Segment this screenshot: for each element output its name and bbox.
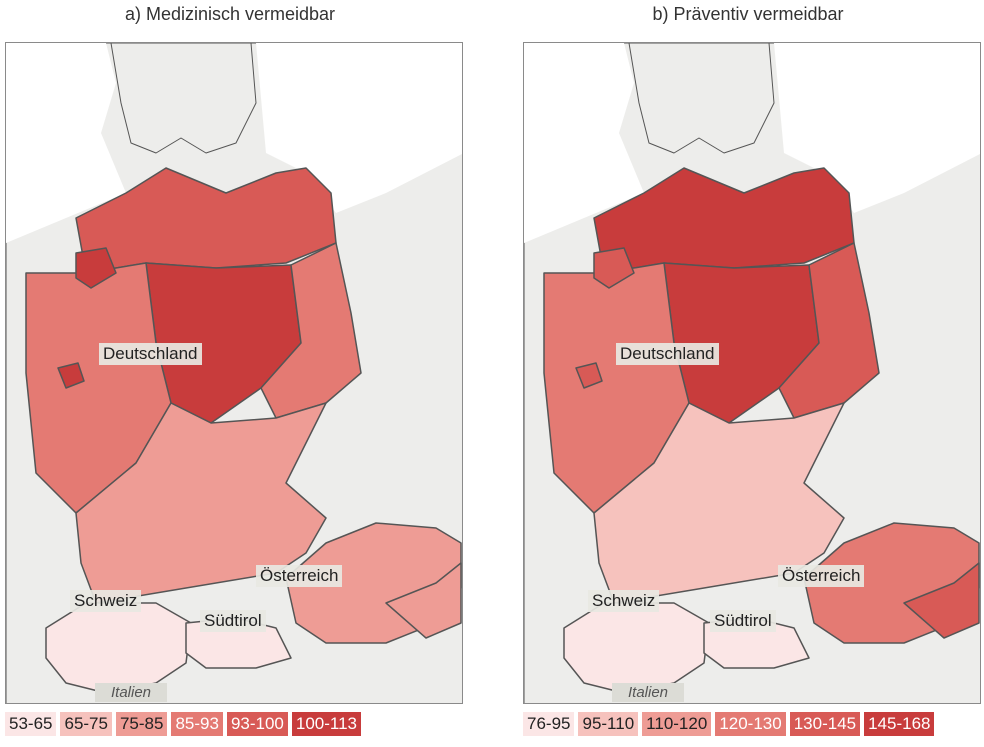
- region-hotspot-west: [57, 362, 85, 389]
- map-panel-a: [5, 42, 463, 704]
- legend-a-item-1: 53-65: [5, 712, 57, 736]
- legend-a-item-3: 75-85: [115, 712, 168, 736]
- label-germany-a: Deutschland: [99, 343, 202, 365]
- legend-a: 53-65 65-75 75-85 85-93 93-100 100-113: [5, 712, 362, 736]
- map-b-svg: [524, 43, 980, 703]
- region-sea-north: [6, 43, 462, 243]
- legend-a-item-2: 65-75: [60, 712, 112, 736]
- label-italy-b: Italien: [612, 683, 685, 702]
- legend-b-item-3: 110-120: [642, 712, 712, 736]
- label-switzerland-a: Schweiz: [70, 590, 142, 612]
- label-south-tyrol-a: Südtirol: [200, 610, 266, 632]
- region-hotspot-northwest: [593, 247, 635, 289]
- panel-a-title: a) Medizinisch vermeidbar: [124, 4, 336, 24]
- region-austria-east: [903, 562, 980, 639]
- region-denmark: [628, 43, 775, 154]
- region-sea-north: [524, 43, 980, 243]
- legend-b-item-2: 95-110: [578, 712, 639, 736]
- legend-b-item-5: 130-145: [789, 712, 861, 736]
- legend-b-item-4: 120-130: [715, 712, 786, 736]
- legend-a-item-4: 85-93: [171, 712, 223, 736]
- label-italy-a: Italien: [95, 683, 168, 702]
- label-austria-b: Österreich: [778, 565, 865, 587]
- region-hotspot-west: [575, 362, 603, 389]
- region-hotspot-northwest: [75, 247, 117, 289]
- legend-b-item-6: 145-168: [864, 712, 935, 736]
- region-austria-east: [385, 562, 462, 639]
- region-germany-south: [593, 402, 845, 604]
- legend-a-item-5: 93-100: [226, 712, 288, 736]
- label-switzerland-b: Schweiz: [588, 590, 660, 612]
- legend-b: 76-95 95-110 110-120 120-130 130-145 145…: [523, 712, 935, 736]
- label-austria-a: Österreich: [256, 565, 343, 587]
- map-a-svg: [6, 43, 462, 703]
- label-germany-b: Deutschland: [616, 343, 719, 365]
- region-germany-south: [75, 402, 327, 604]
- label-south-tyrol-b: Südtirol: [710, 610, 776, 632]
- legend-b-item-1: 76-95: [523, 712, 575, 736]
- legend-a-item-6: 100-113: [291, 712, 362, 736]
- panel-b-title: b) Präventiv vermeidbar: [652, 4, 844, 24]
- region-denmark: [110, 43, 257, 154]
